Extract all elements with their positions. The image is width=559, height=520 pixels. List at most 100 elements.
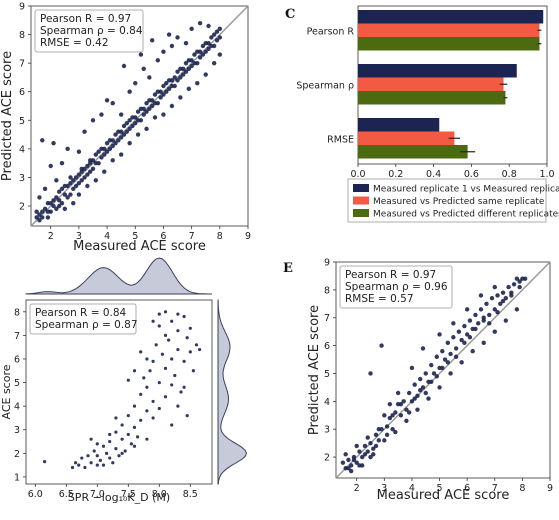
data-point	[116, 129, 121, 134]
y-tick-label: 8	[19, 30, 25, 41]
y-tick-label: 6	[14, 354, 20, 365]
data-point	[133, 120, 138, 126]
data-point	[111, 461, 115, 465]
data-point	[440, 365, 445, 371]
data-point	[93, 178, 99, 183]
x-tick-label: 3	[76, 231, 82, 242]
x-tick-label: 6.5	[59, 489, 74, 500]
data-point	[144, 126, 149, 132]
data-point	[163, 310, 168, 314]
data-point	[511, 282, 517, 287]
data-point	[105, 451, 109, 455]
data-point	[92, 449, 96, 453]
data-point	[415, 407, 420, 412]
data-point	[104, 140, 110, 146]
data-point	[182, 385, 186, 389]
data-point	[371, 452, 376, 457]
data-point	[423, 371, 428, 376]
x-tick-label: 0.4	[426, 169, 441, 180]
data-point	[121, 123, 127, 129]
data-point	[71, 178, 76, 183]
data-point	[179, 390, 183, 394]
data-point	[70, 465, 75, 470]
x-tick-label: 0.0	[350, 169, 365, 180]
data-point	[459, 337, 464, 343]
top-density-curve	[25, 257, 212, 295]
data-point	[442, 357, 448, 362]
data-point	[152, 100, 158, 106]
x-tick-label: 0.6	[464, 169, 479, 180]
stat-text: RMSE = 0.42	[40, 37, 109, 49]
data-point	[85, 163, 90, 169]
data-point	[127, 89, 132, 94]
x-tick-label: 2	[48, 231, 54, 242]
x-tick-label: 4	[104, 231, 110, 242]
data-point	[173, 373, 177, 378]
y-tick-label: 3	[19, 173, 25, 184]
data-point	[108, 432, 112, 437]
data-point	[459, 360, 464, 365]
data-point	[365, 435, 370, 440]
data-point	[387, 401, 393, 407]
data-point	[132, 444, 137, 448]
data-point	[59, 160, 65, 166]
data-point	[412, 382, 417, 387]
data-point	[135, 118, 141, 123]
data-point	[121, 63, 127, 69]
data-point	[343, 452, 348, 457]
data-point	[127, 118, 132, 123]
x-tick-label: 7.5	[121, 489, 136, 500]
data-point	[506, 284, 511, 290]
data-point	[51, 198, 56, 203]
data-point	[182, 314, 186, 319]
data-point	[495, 293, 500, 298]
x-tick-label: 3	[381, 483, 387, 494]
data-point	[503, 296, 509, 301]
data-point	[155, 89, 161, 94]
data-point	[404, 418, 409, 424]
data-point	[83, 465, 87, 470]
data-point	[382, 438, 387, 443]
data-point	[384, 424, 390, 429]
data-point	[214, 29, 220, 34]
data-point	[124, 120, 130, 126]
data-point	[406, 410, 412, 415]
data-point	[481, 318, 486, 323]
data-point	[409, 365, 415, 371]
data-point	[387, 415, 393, 421]
data-point	[186, 58, 192, 63]
data-point	[95, 442, 99, 446]
data-point	[192, 52, 197, 57]
data-point	[368, 440, 373, 446]
bar-3	[358, 37, 540, 51]
data-point	[170, 357, 174, 361]
data-point	[77, 463, 81, 467]
data-point	[157, 324, 161, 328]
data-point	[514, 307, 520, 312]
data-point	[348, 468, 354, 474]
data-point	[71, 200, 76, 206]
y-tick-label: 7	[324, 313, 330, 324]
x-tick-label: 8.5	[183, 489, 198, 500]
data-point	[62, 206, 68, 212]
data-point	[371, 446, 376, 451]
y-tick-label: 4	[14, 402, 20, 413]
data-point	[384, 432, 390, 437]
data-point	[178, 95, 183, 100]
data-point	[434, 354, 439, 359]
x-tick-label: 7.0	[90, 489, 105, 500]
data-point	[145, 409, 149, 413]
data-point	[56, 203, 62, 209]
data-point	[189, 63, 194, 69]
y-tick-label: 2	[14, 449, 20, 460]
data-point	[56, 189, 62, 194]
data-point	[346, 457, 351, 463]
data-point	[157, 312, 161, 316]
data-point	[189, 26, 194, 32]
y-axis-label: Predicted ACE score	[0, 51, 15, 181]
data-point	[487, 321, 492, 326]
data-point	[45, 215, 51, 220]
data-point	[142, 376, 146, 380]
data-point	[340, 460, 346, 465]
